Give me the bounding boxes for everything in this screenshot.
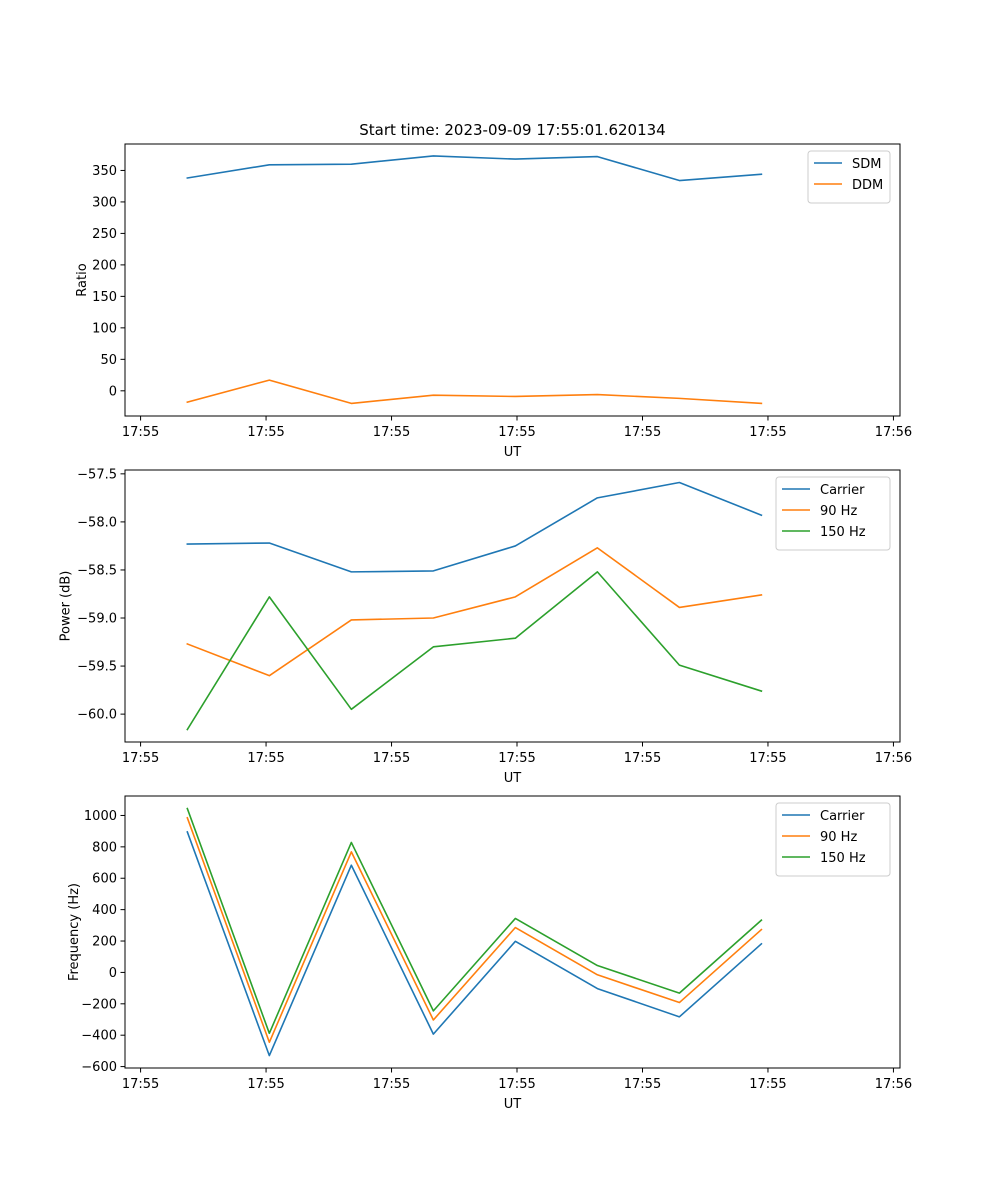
x-axis: 17:55 17:55 17:55 17:55 17:55 17:55 17:56 UT xyxy=(122,416,912,460)
x-axis-label: UT xyxy=(504,771,522,786)
x-tick-label: 17:55 xyxy=(624,425,661,440)
y-tick-label: 1000 xyxy=(84,809,117,824)
y-tick-label: −58.5 xyxy=(77,563,117,578)
x-tick-label: 17:55 xyxy=(373,751,410,766)
legend-label: Carrier xyxy=(820,483,865,498)
x-tick-label: 17:55 xyxy=(498,751,535,766)
x-axis: 17:55 17:55 17:55 17:55 17:55 17:55 17:56 UT xyxy=(122,1068,912,1112)
legend-label: SDM xyxy=(852,157,881,172)
y-tick-label: 400 xyxy=(92,903,117,918)
x-tick-label: 17:55 xyxy=(749,425,786,440)
y-tick-label: 0 xyxy=(109,966,117,981)
x-tick-label: 17:56 xyxy=(875,425,912,440)
y-tick-label: 200 xyxy=(92,935,117,950)
x-axis: 17:55 17:55 17:55 17:55 17:55 17:55 17:56 UT xyxy=(122,742,912,786)
x-tick-label: 17:56 xyxy=(875,1077,912,1092)
y-axis: −600 −400 −200 0 200 400 600 800 1000 Frequency (… xyxy=(67,809,125,1075)
figure-title: Start time: 2023-09-09 17:55:01.620134 xyxy=(359,121,665,139)
axes-frame xyxy=(124,143,901,417)
y-tick-label: 50 xyxy=(100,353,117,368)
series-line-carrier xyxy=(186,830,763,1057)
legend: SDM DDM xyxy=(807,150,891,204)
series-line-sdm xyxy=(186,155,763,182)
y-tick-label: −59.0 xyxy=(77,612,117,627)
x-tick-label: 17:55 xyxy=(373,425,410,440)
y-tick-label: 350 xyxy=(92,164,117,179)
series-group xyxy=(186,807,763,1057)
legend-label: 150 Hz xyxy=(820,525,866,540)
x-tick-label: 17:55 xyxy=(247,751,284,766)
y-tick-label: 600 xyxy=(92,872,117,887)
legend-label: Carrier xyxy=(820,809,865,824)
x-tick-label: 17:55 xyxy=(122,425,159,440)
chart-panel-2: 17:55 17:55 17:55 17:55 17:55 17:55 17:56 UT −60… xyxy=(59,467,913,786)
y-tick-label: 300 xyxy=(92,195,117,210)
y-axis-label: Ratio xyxy=(75,263,90,296)
x-tick-label: 17:55 xyxy=(624,751,661,766)
y-tick-label: 200 xyxy=(92,258,117,273)
series-line-150-hz xyxy=(186,571,763,731)
x-tick-label: 17:55 xyxy=(122,1077,159,1092)
y-tick-label: −400 xyxy=(81,1029,117,1044)
x-tick-label: 17:55 xyxy=(498,1077,535,1092)
y-tick-label: −58.0 xyxy=(77,515,117,530)
x-axis-label: UT xyxy=(504,1097,522,1112)
y-tick-label: −200 xyxy=(81,997,117,1012)
x-tick-label: 17:55 xyxy=(247,1077,284,1092)
legend-label: 90 Hz xyxy=(820,504,857,519)
y-axis-label: Frequency (Hz) xyxy=(67,883,82,981)
y-tick-label: 800 xyxy=(92,840,117,855)
legend: Carrier 90 Hz 150 Hz xyxy=(775,802,891,877)
x-tick-label: 17:55 xyxy=(373,1077,410,1092)
series-line-ddm xyxy=(186,379,763,405)
chart-panel-1: 17:55 17:55 17:55 17:55 17:55 17:55 17:56 UT 0 50… xyxy=(75,143,912,460)
series-group xyxy=(186,481,763,731)
x-tick-label: 17:55 xyxy=(122,751,159,766)
y-tick-label: 0 xyxy=(109,384,117,399)
x-tick-label: 17:56 xyxy=(875,751,912,766)
x-tick-label: 17:55 xyxy=(247,425,284,440)
x-tick-label: 17:55 xyxy=(498,425,535,440)
series-group xyxy=(186,155,763,405)
y-tick-label: −57.5 xyxy=(77,467,117,482)
y-tick-label: 250 xyxy=(92,227,117,242)
y-axis: −60.0 −59.5 −59.0 −58.5 −58.0 −57.5 Power (dB) xyxy=(59,467,125,723)
chart-panel-3: 17:55 17:55 17:55 17:55 17:55 17:55 17:56 UT −60… xyxy=(67,795,912,1112)
y-tick-label: 100 xyxy=(92,321,117,336)
x-tick-label: 17:55 xyxy=(624,1077,661,1092)
y-axis: 0 50 100 150 200 250 300 350 Ratio xyxy=(75,164,125,399)
y-tick-label: −60.0 xyxy=(77,708,117,723)
y-tick-label: −600 xyxy=(81,1060,117,1075)
series-line-150-hz xyxy=(186,807,763,1035)
y-tick-label: −59.5 xyxy=(77,660,117,675)
axes-frame xyxy=(124,469,901,743)
x-tick-label: 17:55 xyxy=(749,751,786,766)
y-axis-label: Power (dB) xyxy=(59,571,74,642)
axes-frame xyxy=(124,795,901,1069)
legend-label: DDM xyxy=(852,178,883,193)
series-line-90-hz xyxy=(186,547,763,677)
legend: Carrier 90 Hz 150 Hz xyxy=(775,476,891,551)
x-tick-label: 17:55 xyxy=(749,1077,786,1092)
series-line-carrier xyxy=(186,481,763,573)
legend-label: 150 Hz xyxy=(820,851,866,866)
series-line-90-hz xyxy=(186,816,763,1044)
legend-box xyxy=(807,150,891,204)
y-tick-label: 150 xyxy=(92,290,117,305)
chart-panels: 17:55 17:55 17:55 17:55 17:55 17:55 17:56 UT 0 50… xyxy=(59,143,913,1112)
x-axis-label: UT xyxy=(504,445,522,460)
legend-label: 90 Hz xyxy=(820,830,857,845)
